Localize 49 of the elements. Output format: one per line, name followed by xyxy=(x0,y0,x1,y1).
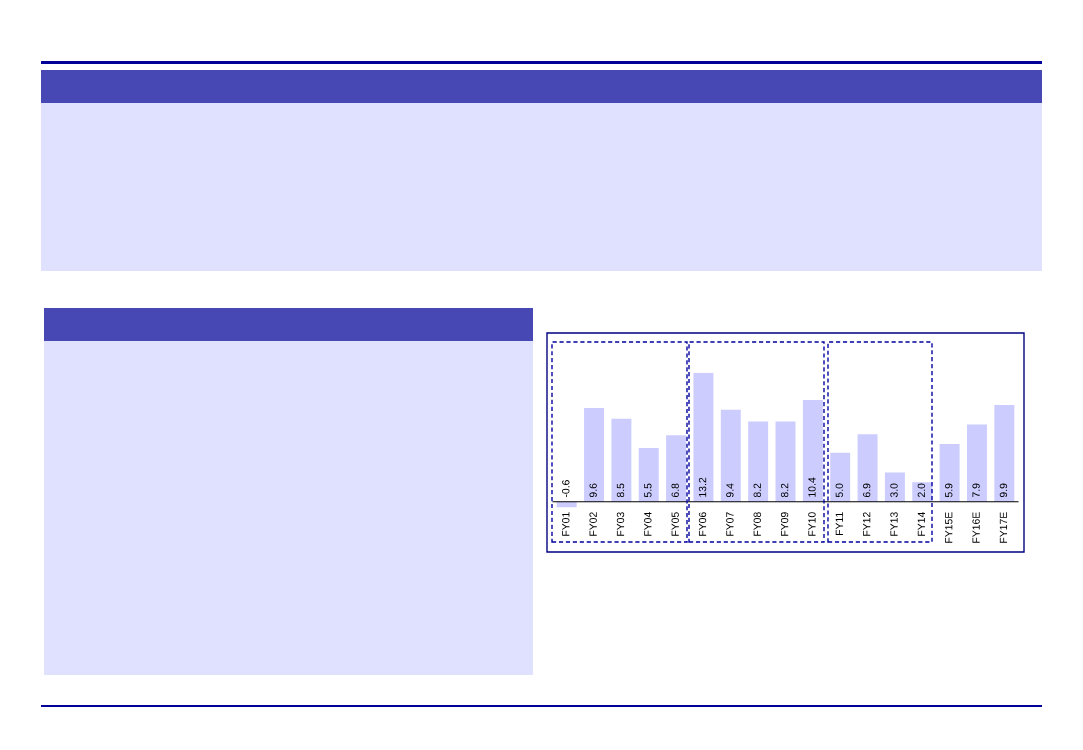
x-tick-label: FY03 xyxy=(616,512,625,536)
x-tick-label: FY06 xyxy=(698,512,707,536)
bar xyxy=(775,421,796,502)
data-label: 9.6 xyxy=(589,483,597,498)
x-tick-label: FY01 xyxy=(562,512,570,536)
bar xyxy=(638,447,659,502)
bar xyxy=(802,400,823,502)
x-tick-label: FY05 xyxy=(671,512,679,536)
x-tick-label: FY17E xyxy=(999,512,1008,543)
data-label: 10.4 xyxy=(808,477,816,497)
bar xyxy=(666,435,687,502)
bar xyxy=(939,444,960,502)
data-label: 5.5 xyxy=(644,483,652,498)
data-label: 5.9 xyxy=(945,483,953,498)
x-tick-label: FY12 xyxy=(862,512,871,536)
data-label: 6.8 xyxy=(671,483,679,498)
x-tick-label: FY15E xyxy=(945,512,953,543)
data-label: 8.5 xyxy=(616,483,625,498)
data-label: 9.9 xyxy=(999,483,1008,498)
data-label: 3.0 xyxy=(890,483,898,498)
bar xyxy=(994,404,1015,502)
bar xyxy=(693,372,714,502)
bar xyxy=(584,407,605,502)
x-tick-label: FY07 xyxy=(726,512,734,536)
x-tick-label: FY16E xyxy=(972,512,980,543)
bar xyxy=(830,452,851,502)
data-label: 5.0 xyxy=(835,483,843,498)
x-tick-label: FY08 xyxy=(753,512,761,536)
x-tick-label: FY11 xyxy=(835,512,843,536)
x-tick-label: FY09 xyxy=(780,512,789,536)
data-label: 7.9 xyxy=(972,483,980,498)
data-label: -0.6 xyxy=(562,480,570,498)
x-tick-label: FY04 xyxy=(644,512,652,536)
bar xyxy=(966,424,987,502)
data-label: 8.2 xyxy=(753,483,761,498)
data-label: 9.4 xyxy=(726,483,734,498)
data-label: 13.2 xyxy=(698,477,707,497)
x-tick-label: FY14 xyxy=(917,512,925,536)
x-tick-label: FY02 xyxy=(589,512,597,536)
bar xyxy=(857,434,878,502)
bar xyxy=(611,418,632,502)
bar xyxy=(720,409,741,502)
bar xyxy=(884,472,905,502)
x-tick-label: FY13 xyxy=(890,512,898,536)
x-tick-label: FY10 xyxy=(808,512,816,536)
data-label: 6.9 xyxy=(862,483,871,498)
bar xyxy=(748,421,769,502)
data-label: 8.2 xyxy=(780,483,789,498)
data-label: 2.0 xyxy=(917,483,926,498)
